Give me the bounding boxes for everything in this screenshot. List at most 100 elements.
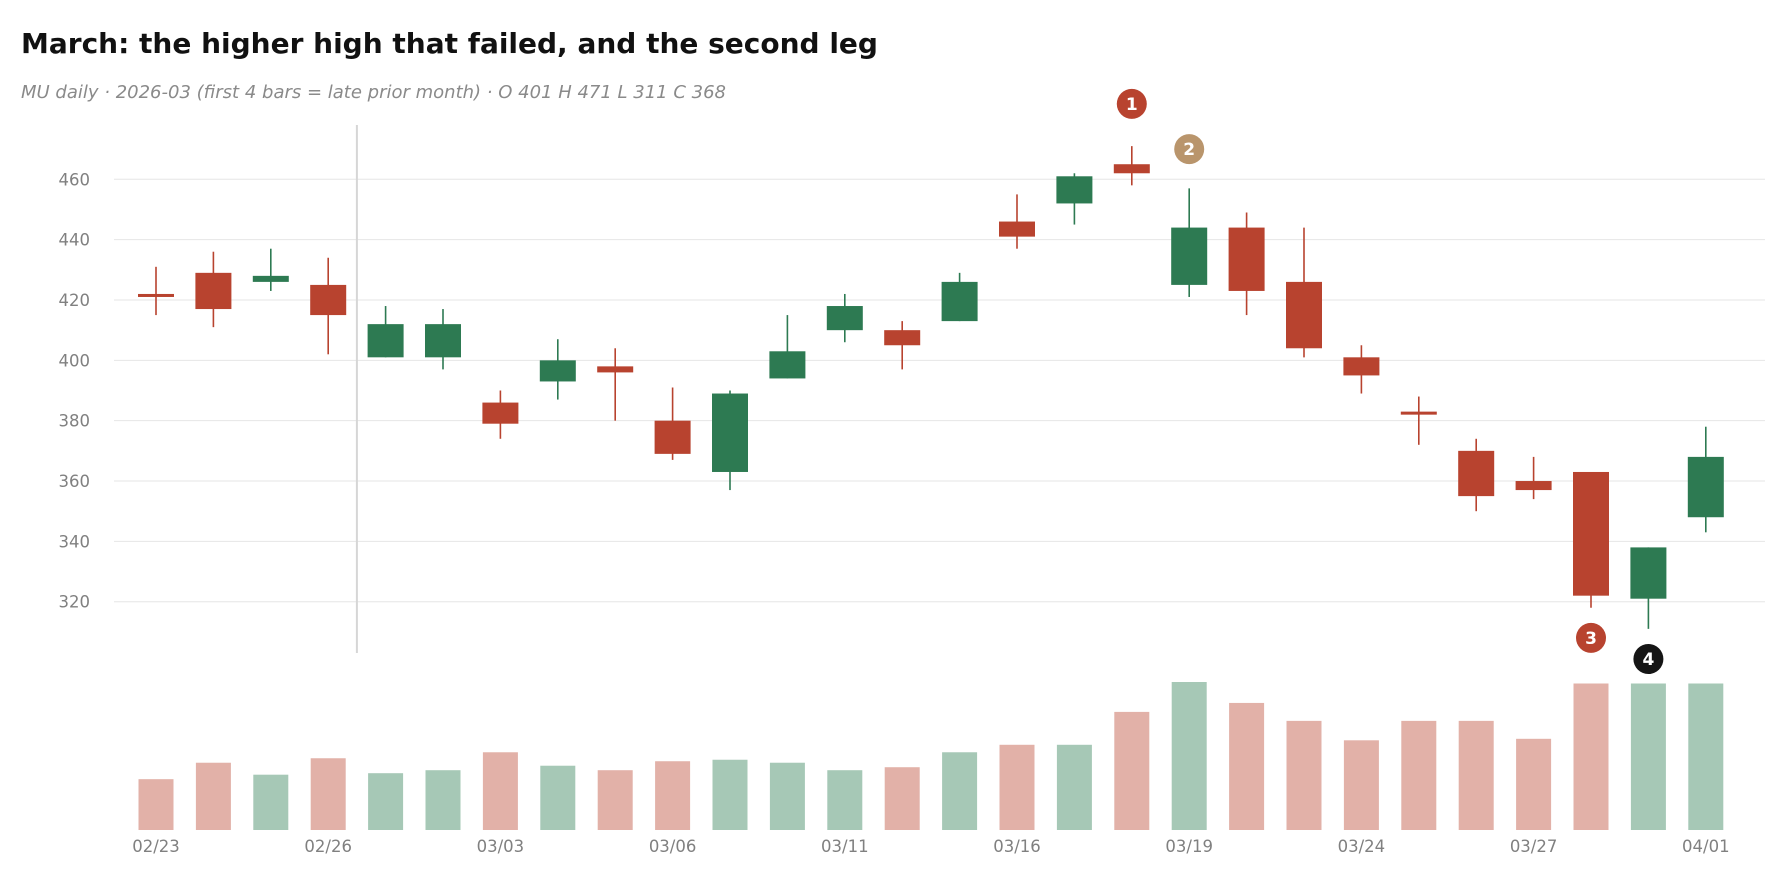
x-tick-label: 03/06 (649, 837, 697, 856)
candle (597, 348, 634, 421)
candle (941, 272, 978, 322)
candle-body (1171, 227, 1208, 285)
candle (1228, 212, 1265, 316)
volume-bar (1516, 738, 1552, 830)
volume-bar (1114, 711, 1150, 830)
candle-body (1400, 411, 1437, 415)
candle (482, 390, 519, 439)
y-tick-label: 360 (59, 472, 91, 491)
candle-body (1286, 281, 1322, 349)
candle (1171, 188, 1208, 297)
x-tick-label: 03/03 (477, 837, 525, 856)
candle-body (367, 324, 404, 358)
candle-body (1458, 450, 1495, 497)
volume-bar (655, 761, 691, 830)
candle (138, 266, 174, 316)
volume-bar (1573, 683, 1609, 830)
candle (1630, 547, 1667, 629)
marker-layer: 1 2 3 4 (1116, 88, 1664, 675)
x-tick-label: 03/27 (1510, 837, 1558, 856)
volume-bar (1458, 720, 1494, 830)
volume-bar (597, 770, 633, 830)
candle (1056, 173, 1093, 225)
annotation-marker: 4 (1633, 644, 1664, 675)
candle-body (654, 420, 691, 454)
x-tick-label: 02/26 (304, 837, 352, 856)
candle (367, 306, 404, 358)
candle-body (252, 275, 289, 282)
y-tick-label: 320 (59, 593, 91, 612)
annotation-marker-label: 1 (1126, 95, 1138, 115)
volume-bar (368, 773, 404, 830)
candle-body (1515, 481, 1552, 491)
volume-bar (1286, 720, 1322, 830)
candle-body (884, 330, 921, 346)
candle-body (826, 306, 863, 331)
x-tick-label: 03/16 (993, 837, 1041, 856)
grid-layer (114, 125, 1765, 653)
candle-body (1228, 227, 1265, 291)
candle-body (1630, 547, 1667, 599)
candle-body (1573, 471, 1609, 596)
candle-body (195, 272, 232, 310)
candle (425, 309, 461, 370)
candle-body (999, 221, 1035, 237)
volume-bar (138, 779, 174, 830)
x-tick-label: 03/24 (1338, 837, 1386, 856)
volume-bar (1229, 702, 1265, 830)
y-tick-label: 420 (59, 291, 91, 310)
candle-body (1056, 176, 1093, 204)
volume-bar (425, 770, 461, 830)
candle-body (138, 293, 174, 297)
candle (1400, 396, 1437, 445)
y-tick-label: 340 (59, 532, 91, 551)
volume-bar (1630, 683, 1666, 830)
candle-layer (138, 146, 1724, 629)
x-tick-label: 03/11 (821, 837, 869, 856)
volume-bar (310, 758, 346, 830)
volume-bar (1688, 683, 1724, 830)
candle (1515, 456, 1552, 500)
candle (826, 293, 863, 343)
volume-bar (769, 762, 805, 830)
candle (999, 194, 1035, 249)
candle (884, 321, 921, 370)
candle-body (769, 351, 806, 379)
candle (769, 315, 806, 379)
volume-bar (1056, 744, 1092, 830)
axis-layer: 320 340 360 380 400 420 440 460 02/23 02/26 03/03 0… (59, 170, 1730, 856)
candle (1573, 471, 1609, 608)
volume-bar (482, 752, 518, 830)
candle-body (1343, 357, 1380, 376)
annotation-marker-label: 2 (1183, 140, 1195, 160)
candle-body (941, 281, 978, 322)
annotation-marker-label: 3 (1585, 629, 1597, 649)
volume-bar (999, 744, 1035, 830)
annotation-marker-circle (1116, 88, 1147, 119)
volume-bar (253, 774, 289, 830)
volume-bar (712, 759, 748, 830)
volume-bar (942, 752, 978, 830)
y-tick-label: 400 (59, 351, 91, 370)
chart-subtitle: MU daily · 2026-03 (first 4 bars = late … (21, 82, 727, 103)
volume-bar (884, 767, 920, 830)
volume-layer (138, 682, 1724, 830)
candle (195, 251, 232, 328)
x-tick-label: 03/19 (1165, 837, 1213, 856)
candle (1113, 146, 1150, 186)
annotation-marker-circle (1633, 644, 1664, 675)
annotation-marker: 2 (1174, 134, 1205, 165)
candle-body (425, 324, 461, 358)
volume-bar (827, 770, 863, 830)
candle-body (597, 366, 634, 373)
candle (1286, 227, 1322, 358)
candle-body (1687, 456, 1724, 518)
candle (310, 257, 347, 355)
candle (1343, 345, 1380, 394)
candle (1687, 426, 1724, 533)
candle (539, 339, 576, 400)
volume-bar (195, 762, 231, 830)
candle (712, 390, 748, 491)
